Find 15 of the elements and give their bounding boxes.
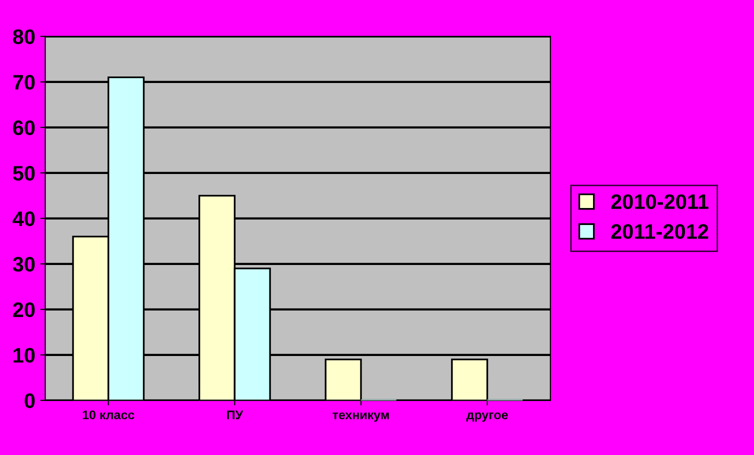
legend-label: 2011-2012 bbox=[611, 224, 708, 239]
y-tick-label: 50 bbox=[12, 166, 35, 181]
y-tick-label: 40 bbox=[12, 211, 35, 226]
y-tick-label: 30 bbox=[12, 256, 35, 272]
y-tick-label: 60 bbox=[13, 120, 35, 136]
x-tick-label: 10 класс bbox=[82, 410, 134, 420]
y-tick-label: 20 bbox=[13, 302, 35, 318]
legend-label: 2010-2011 bbox=[611, 194, 708, 210]
x-tick-label: другое bbox=[466, 412, 508, 422]
x-tick-label: ПУ bbox=[227, 410, 244, 420]
x-tick-label: техникум bbox=[332, 412, 389, 422]
y-tick-label: 0 bbox=[24, 393, 35, 408]
y-tick-label: 10 bbox=[14, 348, 35, 363]
y-tick-label: 80 bbox=[13, 29, 35, 44]
y-tick-label: 70 bbox=[13, 74, 35, 90]
